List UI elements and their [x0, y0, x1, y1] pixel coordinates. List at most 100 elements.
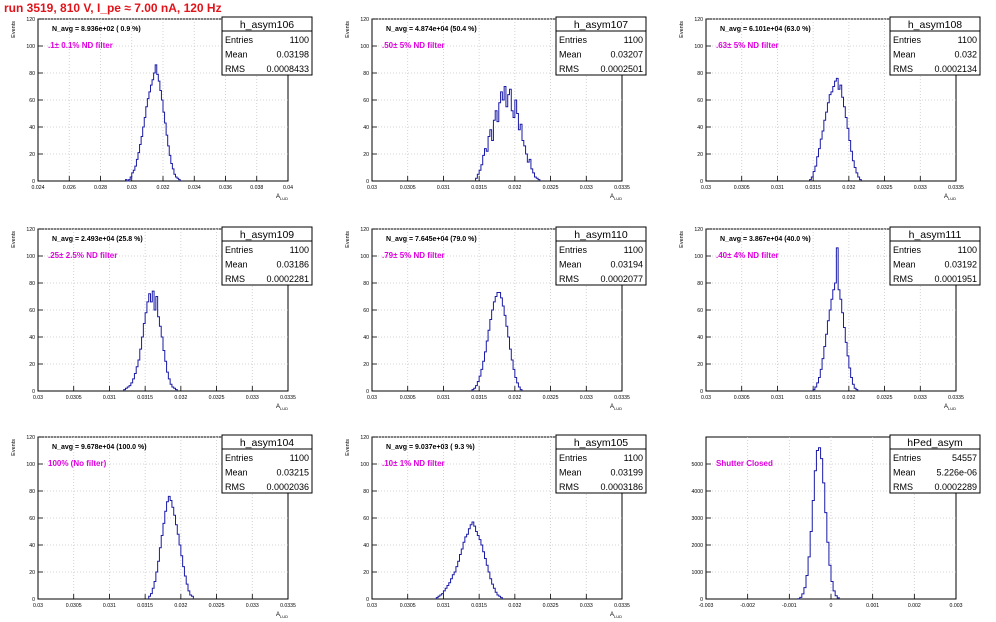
x-tick-label: 0.0335 — [280, 395, 296, 401]
stats-box — [889, 16, 981, 76]
y-tick-label: 120 — [360, 227, 369, 233]
x-tick-label: 0.03 — [33, 395, 43, 401]
stats-value-entries: 1100 — [624, 35, 643, 45]
stats-key-mean: Mean — [225, 468, 248, 478]
x-tick-label: 0.0315 — [805, 185, 821, 191]
y-axis-label: Events — [679, 231, 685, 248]
y-tick-label: 80 — [29, 71, 35, 77]
stats-value-rms: 0.0008433 — [266, 64, 309, 74]
y-tick-label: 120 — [26, 435, 35, 441]
x-tick-label: 0.0305 — [734, 185, 750, 191]
y-tick-label: 100 — [26, 44, 35, 50]
y-tick-label: 20 — [697, 152, 703, 158]
stats-value-entries: 1100 — [958, 245, 977, 255]
histogram-line — [435, 521, 503, 599]
filter-label: Shutter Closed — [716, 459, 773, 468]
histogram-panel-h_asym110: 0.03 0.0305 0.031 0.0315 0.032 0.0325 0.033 0.0… — [345, 226, 647, 411]
y-tick-label: 60 — [29, 308, 35, 314]
stats-value-rms: 0.0001951 — [934, 274, 977, 284]
x-tick-label: 0.033 — [580, 603, 593, 609]
y-tick-label: 60 — [697, 308, 703, 314]
stats-box — [221, 434, 313, 494]
y-tick-label: 80 — [697, 71, 703, 77]
stats-value-entries: 1100 — [624, 453, 643, 463]
x-tick-label: 0.031 — [437, 603, 450, 609]
x-tick-label: 0.0315 — [471, 603, 487, 609]
histogram-panel-h_asym105: 0.03 0.0305 0.031 0.0315 0.032 0.0325 0.033 0.0… — [345, 434, 647, 619]
y-axis-label: Events — [345, 231, 351, 248]
x-tick-label: 0.0335 — [614, 395, 630, 401]
stats-key-mean: Mean — [559, 260, 582, 270]
x-axis-label: ALUD — [944, 404, 956, 411]
x-tick-label: 0.03 — [701, 185, 711, 191]
x-tick-label: 0.0315 — [471, 395, 487, 401]
histogram-panel-h_asym111: 0.03 0.0305 0.031 0.0315 0.032 0.0325 0.033 0.0… — [679, 226, 981, 411]
navg-label: N_avg = 2.493e+04 (25.8 %) — [52, 236, 143, 243]
filter-label: .40± 4% ND filter — [716, 251, 779, 260]
stats-value-mean: 0.03207 — [610, 50, 643, 60]
y-tick-label: 80 — [29, 281, 35, 287]
y-tick-label: 0 — [366, 389, 369, 395]
y-tick-label: 40 — [697, 125, 703, 131]
histogram-name: h_asym106 — [240, 19, 294, 31]
stats-value-mean: 0.03192 — [944, 260, 977, 270]
x-axis-label: ALUD — [610, 612, 622, 619]
stats-box — [221, 226, 313, 286]
stats-value-mean: 0.03198 — [276, 50, 309, 60]
stats-value-mean: 5.226e-06 — [936, 468, 977, 478]
y-tick-label: 40 — [363, 125, 369, 131]
histogram-panel-h_asym108: 0.03 0.0305 0.031 0.0315 0.032 0.0325 0.033 0.0… — [679, 16, 981, 201]
x-tick-label: 0.0335 — [614, 185, 630, 191]
y-tick-label: 20 — [697, 362, 703, 368]
x-tick-label: 0.032 — [157, 185, 170, 191]
x-tick-label: 0.03 — [701, 395, 711, 401]
y-tick-label: 60 — [363, 308, 369, 314]
filter-label: .10± 1% ND filter — [382, 459, 445, 468]
y-tick-label: 40 — [363, 335, 369, 341]
stats-value-entries: 1100 — [624, 245, 643, 255]
x-tick-label: 0.032 — [842, 185, 855, 191]
x-tick-label: 0.04 — [283, 185, 293, 191]
stats-key-rms: RMS — [893, 482, 913, 492]
stats-key-rms: RMS — [893, 64, 913, 74]
x-tick-label: 0.032 — [508, 395, 521, 401]
stats-value-rms: 0.0002077 — [600, 274, 643, 284]
y-tick-label: 100 — [694, 44, 703, 50]
y-tick-label: 80 — [363, 489, 369, 495]
y-axis-label: Events — [11, 231, 17, 248]
x-axis-subscript: LUD — [614, 196, 622, 201]
stats-key-entries: Entries — [225, 35, 254, 45]
stats-box — [889, 434, 981, 494]
x-tick-label: 0.031 — [437, 395, 450, 401]
x-tick-label: 0.03 — [367, 603, 377, 609]
y-tick-label: 1000 — [691, 570, 703, 576]
x-axis-subscript: LUD — [614, 614, 622, 619]
histogram-name: h_asym111 — [909, 229, 962, 241]
stats-value-rms: 0.0002501 — [600, 64, 643, 74]
y-tick-label: 0 — [366, 179, 369, 185]
stats-key-entries: Entries — [893, 35, 922, 45]
x-tick-label: 0.038 — [250, 185, 263, 191]
x-tick-label: 0.002 — [908, 603, 921, 609]
x-tick-label: 0.0325 — [209, 395, 225, 401]
stats-value-mean: 0.03215 — [276, 468, 309, 478]
x-tick-label: 0.0335 — [948, 185, 964, 191]
y-tick-label: 60 — [363, 98, 369, 104]
stats-value-rms: 0.0002281 — [266, 274, 309, 284]
stats-key-rms: RMS — [559, 482, 579, 492]
x-tick-label: 0.0325 — [209, 603, 225, 609]
y-tick-label: 80 — [697, 281, 703, 287]
stats-key-entries: Entries — [893, 245, 922, 255]
x-tick-label: 0.0305 — [66, 395, 82, 401]
y-tick-label: 80 — [29, 489, 35, 495]
x-tick-label: 0.001 — [866, 603, 879, 609]
y-tick-label: 20 — [29, 570, 35, 576]
histogram-panel-h_asym104: 0.03 0.0305 0.031 0.0315 0.032 0.0325 0.033 0.0… — [11, 434, 313, 619]
x-tick-label: 0.0305 — [734, 395, 750, 401]
y-tick-label: 40 — [29, 335, 35, 341]
y-tick-label: 120 — [360, 17, 369, 23]
y-tick-label: 100 — [360, 44, 369, 50]
stats-key-rms: RMS — [559, 274, 579, 284]
x-axis-subscript: LUD — [280, 196, 288, 201]
x-tick-label: 0.032 — [174, 603, 187, 609]
